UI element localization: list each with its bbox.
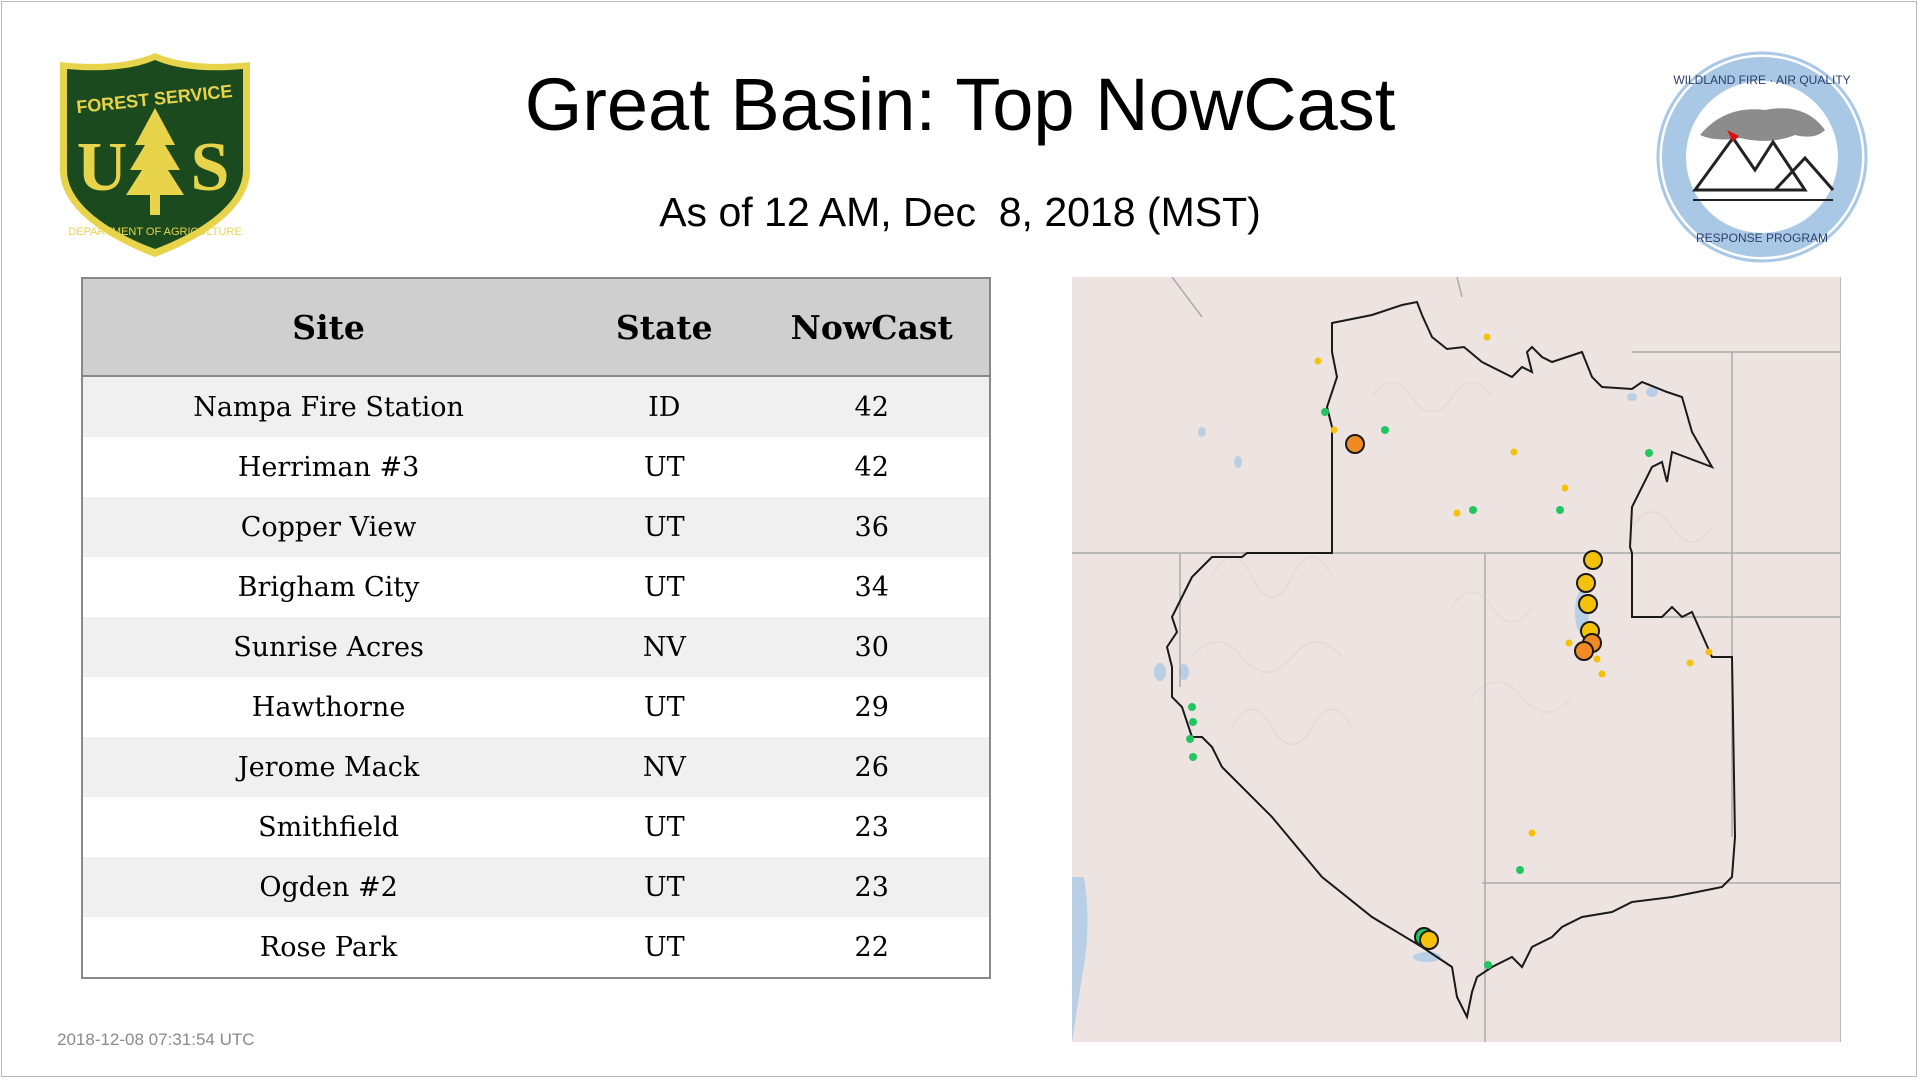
site-markers	[1186, 333, 1713, 969]
nowcast-cell: 30	[754, 617, 990, 677]
site-cell: Brigham City	[82, 557, 575, 617]
site-marker-large-moderate	[1578, 594, 1598, 614]
nowcast-cell: 29	[754, 677, 990, 737]
site-marker-good	[1186, 735, 1194, 743]
state-cell: UT	[574, 677, 755, 737]
table-row: Brigham City UT 34	[82, 557, 990, 617]
state-cell: UT	[574, 797, 755, 857]
great-basin-boundary	[1165, 300, 1737, 1021]
generated-timestamp: 2018-12-08 07:31:54 UTC	[57, 1030, 255, 1049]
site-cell: Ogden #2	[82, 857, 575, 917]
state-cell: UT	[574, 557, 755, 617]
table-row: Herriman #3 UT 42	[82, 437, 990, 497]
site-marker-large-usg	[1345, 434, 1365, 454]
site-marker-moderate	[1593, 655, 1601, 663]
table-row: Hawthorne UT 29	[82, 677, 990, 737]
nowcast-cell: 36	[754, 497, 990, 557]
site-marker-good	[1188, 703, 1196, 711]
site-marker-good	[1189, 753, 1197, 761]
site-cell: Jerome Mack	[82, 737, 575, 797]
site-cell: Copper View	[82, 497, 575, 557]
site-marker-moderate	[1330, 426, 1338, 434]
site-cell: Hawthorne	[82, 677, 575, 737]
site-marker-large-moderate	[1419, 930, 1439, 950]
table-row: Ogden #2 UT 23	[82, 857, 990, 917]
site-marker-moderate	[1598, 670, 1606, 678]
site-marker-moderate	[1314, 357, 1322, 365]
state-cell: ID	[574, 376, 755, 437]
site-marker-moderate	[1561, 484, 1569, 492]
great-basin-map	[1072, 276, 1842, 1042]
state-cell: UT	[574, 497, 755, 557]
table-row: Jerome Mack NV 26	[82, 737, 990, 797]
nowcast-cell: 34	[754, 557, 990, 617]
site-marker-moderate	[1528, 829, 1536, 837]
site-cell: Sunrise Acres	[82, 617, 575, 677]
nowcast-cell: 42	[754, 376, 990, 437]
column-header-state: State	[574, 278, 755, 377]
site-marker-moderate	[1705, 648, 1713, 656]
site-cell: Rose Park	[82, 917, 575, 978]
state-cell: UT	[574, 917, 755, 978]
site-marker-good	[1381, 426, 1389, 434]
svg-text:RESPONSE PROGRAM: RESPONSE PROGRAM	[1696, 231, 1828, 245]
site-marker-good	[1556, 506, 1564, 514]
site-marker-moderate	[1686, 659, 1694, 667]
nowcast-table: Site State NowCast Nampa Fire Station ID 4…	[81, 277, 991, 979]
wildland-fire-air-quality-logo: WILDLAND FIRE · AIR QUALITY RESPONSE PRO…	[1655, 50, 1870, 265]
map-canvas	[1072, 276, 1842, 1042]
nowcast-cell: 23	[754, 857, 990, 917]
ocean-water	[1072, 877, 1088, 1042]
state-cell: NV	[574, 737, 755, 797]
site-marker-large-moderate	[1576, 573, 1596, 593]
site-marker-moderate	[1453, 509, 1461, 517]
site-marker-moderate	[1565, 639, 1573, 647]
site-marker-large-moderate	[1583, 550, 1603, 570]
forest-service-logo: FOREST SERVICE U S DEPARTMENT OF AGRICUL…	[50, 50, 260, 260]
svg-text:U: U	[77, 129, 128, 206]
table-row: Sunrise Acres NV 30	[82, 617, 990, 677]
site-marker-good	[1321, 408, 1329, 416]
page-title: Great Basin: Top NowCast	[524, 63, 1396, 146]
site-marker-good	[1516, 866, 1524, 874]
site-marker-large-usg	[1574, 641, 1594, 661]
site-marker-moderate	[1483, 333, 1491, 341]
svg-text:WILDLAND FIRE · AIR QUALITY: WILDLAND FIRE · AIR QUALITY	[1673, 73, 1850, 87]
svg-text:S: S	[191, 129, 230, 206]
state-cell: NV	[574, 617, 755, 677]
state-cell: UT	[574, 857, 755, 917]
site-cell: Smithfield	[82, 797, 575, 857]
table-row: Smithfield UT 23	[82, 797, 990, 857]
page-subtitle: As of 12 AM, Dec 8, 2018 (MST)	[659, 189, 1261, 235]
nowcast-cell: 26	[754, 737, 990, 797]
nowcast-cell: 23	[754, 797, 990, 857]
table-row: Copper View UT 36	[82, 497, 990, 557]
column-header-site: Site	[82, 278, 575, 377]
wildland-fire-air-quality-icon: WILDLAND FIRE · AIR QUALITY RESPONSE PRO…	[1656, 51, 1868, 263]
site-marker-good	[1469, 506, 1477, 514]
state-cell: UT	[574, 437, 755, 497]
svg-text:DEPARTMENT OF AGRICULTURE: DEPARTMENT OF AGRICULTURE	[68, 226, 241, 238]
table-row: Rose Park UT 22	[82, 917, 990, 978]
site-marker-good	[1645, 449, 1653, 457]
site-marker-good	[1484, 961, 1492, 969]
site-marker-good	[1189, 718, 1197, 726]
table-header-row: Site State NowCast	[82, 278, 990, 377]
site-cell: Herriman #3	[82, 437, 575, 497]
nowcast-cell: 42	[754, 437, 990, 497]
table-row: Nampa Fire Station ID 42	[82, 376, 990, 437]
forest-service-shield-icon: FOREST SERVICE U S DEPARTMENT OF AGRICUL…	[60, 53, 250, 257]
nowcast-cell: 22	[754, 917, 990, 978]
site-cell: Nampa Fire Station	[82, 376, 575, 437]
site-marker-moderate	[1510, 448, 1518, 456]
column-header-nowcast: NowCast	[754, 278, 990, 377]
map-background	[1072, 277, 1841, 1042]
